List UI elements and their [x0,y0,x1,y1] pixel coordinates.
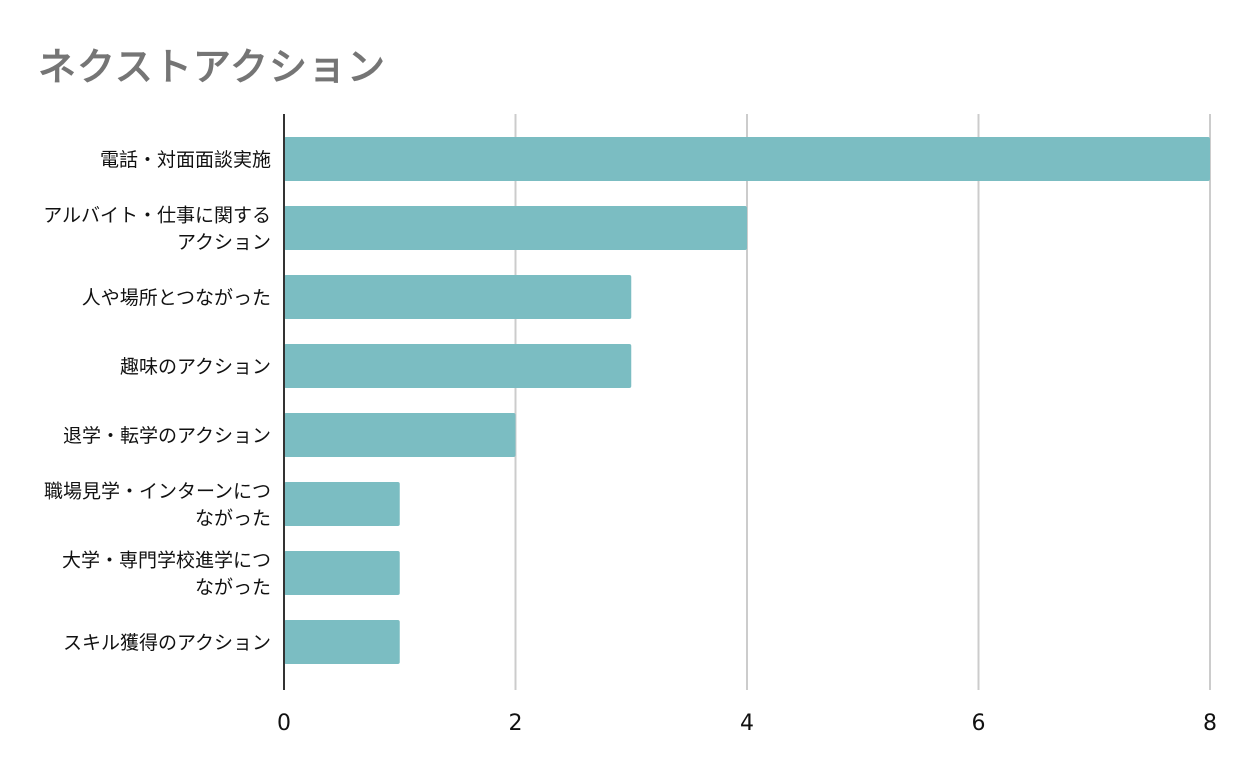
bar [284,482,400,526]
tick-labels: 0 2 4 6 8 [277,711,1217,736]
category-label: 大学・専門学校進学につ [62,550,271,572]
category-label: 人や場所とつながった [82,287,271,309]
bar [284,551,400,595]
x-tick-label: 0 [277,711,291,736]
category-label: 電話・対面面談実施 [100,149,271,171]
bar [284,206,747,250]
category-label: ながった [195,577,271,599]
bar [284,137,1210,181]
bar [284,344,632,388]
bar [284,275,632,319]
category-label: 退学・転学のアクション [63,425,271,447]
x-tick-label: 4 [740,711,754,736]
bar [284,413,516,457]
category-label: スキル獲得のアクション [63,632,271,654]
category-labels: 電話・対面面談実施アルバイト・仕事に関するアクション人や場所とつながった趣味のア… [43,149,271,654]
bars [284,137,1210,664]
x-tick-label: 6 [972,711,986,736]
category-label: アクション [177,232,271,254]
chart-title: ネクストアクション [38,45,386,89]
category-label: アルバイト・仕事に関する [43,205,271,227]
x-tick-label: 8 [1203,711,1217,736]
bar [284,620,400,664]
x-tick-label: 2 [509,711,523,736]
category-label: 職場見学・インターンにつ [44,481,271,503]
gridlines [514,114,1211,690]
category-label: 趣味のアクション [120,356,271,378]
category-label: ながった [195,508,271,530]
